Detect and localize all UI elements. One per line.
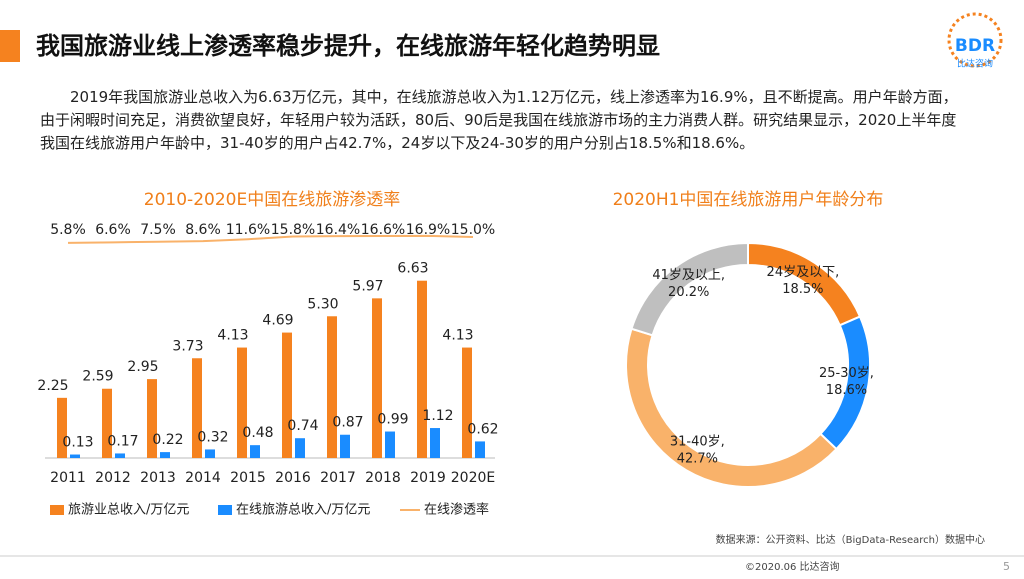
- data-label: 5.97: [352, 278, 383, 294]
- chart-title: 2020H1中国在线旅游用户年龄分布: [613, 190, 884, 210]
- x-tick-label: 2019: [410, 470, 446, 486]
- x-tick-label: 2014: [185, 470, 221, 486]
- slice-label: 25-30岁,: [819, 366, 874, 381]
- bar: [385, 431, 395, 458]
- data-label: 0.17: [107, 433, 138, 449]
- bar: [417, 280, 427, 458]
- bar: [192, 358, 202, 458]
- data-label: 16.6%: [361, 222, 405, 238]
- rate-line: [67, 234, 474, 244]
- legend-label: 在线渗透率: [424, 502, 489, 518]
- slide-title: 我国旅游业线上渗透率稳步提升，在线旅游年轻化趋势明显: [36, 32, 660, 60]
- slice-label: 24岁及以下,: [767, 265, 840, 280]
- data-label: 2.59: [82, 369, 113, 385]
- x-tick-label: 2018: [365, 470, 401, 486]
- data-label: 0.62: [467, 421, 498, 437]
- slice-value: 18.5%: [782, 282, 823, 297]
- data-label: 2.95: [127, 359, 158, 375]
- bar: [115, 453, 125, 458]
- data-label: 4.69: [262, 313, 293, 329]
- x-tick-label: 2012: [95, 470, 131, 486]
- bar: [340, 434, 350, 458]
- title-marker: [0, 30, 20, 62]
- bar: [430, 428, 440, 458]
- donut-slice: [630, 241, 749, 337]
- slice-value: 42.7%: [677, 452, 718, 467]
- donut-slice: [625, 327, 838, 488]
- data-label: 6.6%: [95, 222, 131, 238]
- paragraph: 2019年我国旅游业总收入为6.63万亿元，其中，在线旅游总收入为1.12万亿元…: [40, 88, 958, 152]
- data-label: 0.32: [197, 429, 228, 445]
- bar: [327, 316, 337, 458]
- data-label: 0.74: [287, 418, 318, 434]
- bar: [102, 388, 112, 458]
- data-label: 0.13: [62, 435, 93, 451]
- data-label: 5.30: [307, 296, 338, 312]
- logo: BDR: [955, 36, 995, 56]
- data-label: 0.87: [332, 415, 363, 431]
- x-tick-label: 2016: [275, 470, 311, 486]
- chart-title: 2010-2020E中国在线旅游渗透率: [144, 190, 400, 210]
- bar: [295, 438, 305, 458]
- logo-ring: [947, 12, 1003, 68]
- source: 数据来源：公开资料、比达（BigData-Research）数据中心: [716, 533, 985, 546]
- legend-swatch: [218, 505, 232, 515]
- bar: [147, 379, 157, 458]
- bar: [282, 332, 292, 458]
- bar: [462, 347, 472, 458]
- bar: [250, 445, 260, 458]
- x-tick-label: 2020E: [451, 470, 495, 486]
- data-label: 16.4%: [316, 222, 360, 238]
- data-label: 3.73: [172, 338, 203, 354]
- slice-value: 18.6%: [826, 383, 867, 398]
- data-label: 1.12: [422, 408, 453, 424]
- data-label: 15.8%: [271, 222, 315, 238]
- data-label: 16.9%: [406, 222, 450, 238]
- bar: [57, 397, 67, 458]
- data-label: 15.0%: [451, 222, 495, 238]
- data-label: 4.13: [442, 328, 473, 344]
- legend-label: 在线旅游总收入/万亿元: [236, 503, 370, 518]
- legend-swatch: [50, 505, 64, 515]
- bar: [237, 347, 247, 458]
- x-tick-label: 2017: [320, 470, 356, 486]
- bar: [475, 441, 485, 458]
- bar: [70, 454, 80, 458]
- slice-value: 20.2%: [668, 285, 709, 300]
- data-label: 5.8%: [50, 222, 86, 238]
- data-label: 4.13: [217, 328, 248, 344]
- bar: [160, 452, 170, 458]
- data-label: 6.63: [397, 261, 428, 277]
- data-label: 7.5%: [140, 222, 176, 238]
- page-number: 5: [1003, 560, 1010, 573]
- bar: [372, 298, 382, 458]
- slice-label: 31-40岁,: [670, 435, 725, 450]
- x-tick-label: 2015: [230, 470, 266, 486]
- data-label: 2.25: [37, 378, 68, 394]
- data-label: 11.6%: [226, 222, 270, 238]
- logo-sub: 比达咨询: [957, 58, 993, 70]
- x-tick-label: 2013: [140, 470, 176, 486]
- footer: ©2020.06 比达咨询: [745, 560, 840, 573]
- data-label: 8.6%: [185, 222, 221, 238]
- data-label: 0.48: [242, 425, 273, 441]
- x-tick-label: 2011: [50, 470, 86, 486]
- bar: [205, 449, 215, 458]
- legend-label: 旅游业总收入/万亿元: [68, 503, 189, 518]
- data-label: 0.22: [152, 432, 183, 448]
- slice-label: 41岁及以上,: [652, 268, 725, 283]
- data-label: 0.99: [377, 412, 408, 428]
